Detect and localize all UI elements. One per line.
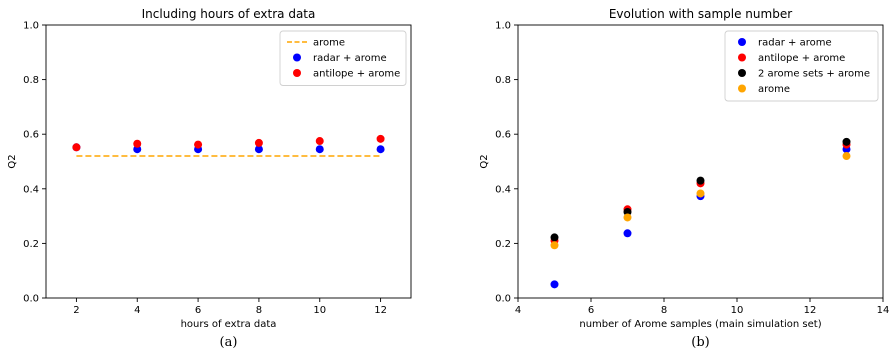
legend-label: arome	[758, 84, 790, 95]
x-tick-label: 12	[374, 305, 387, 316]
x-tick-label: 8	[661, 305, 667, 316]
data-point	[254, 145, 263, 154]
x-axis-label: hours of extra data	[181, 319, 277, 330]
legend-dot-swatch	[738, 38, 746, 46]
legend: radar + arome antilope + arome 2 arome set…	[724, 30, 879, 102]
y-tick-label: 1.0	[23, 21, 39, 32]
data-point	[623, 229, 632, 238]
legend-box	[724, 30, 879, 102]
y-tick-label: 0.0	[495, 294, 511, 305]
x-tick-label: 10	[731, 305, 744, 316]
legend-label: 2 arome sets + arome	[758, 69, 870, 80]
data-point	[842, 137, 851, 146]
data-point	[376, 134, 385, 143]
y-tick-label: 0.2	[495, 239, 511, 250]
figure-caption: (b)	[691, 335, 709, 350]
data-point	[315, 137, 324, 146]
data-point	[696, 189, 705, 198]
data-point	[550, 280, 559, 289]
data-point	[696, 176, 705, 185]
y-tick-label: 0.0	[23, 294, 39, 305]
chart-panel-b: Evolution with sample number 4 6 8 10 12 14 0.0…	[479, 7, 889, 350]
legend: arome radar + arome antilope + arome	[279, 30, 407, 86]
data-point	[842, 152, 851, 161]
data-point	[72, 143, 81, 152]
legend-label: radar + arome	[758, 38, 832, 49]
legend-label: radar + arome	[313, 53, 387, 64]
legend-dot-swatch	[293, 69, 301, 77]
chart-panel-a: Including hours of extra data 2 4 6 8 10 12 0.0…	[7, 7, 412, 350]
chart-title: Evolution with sample number	[609, 7, 792, 21]
data-point	[550, 233, 559, 242]
y-tick-label: 0.6	[495, 130, 511, 141]
y-tick-label: 0.6	[23, 130, 39, 141]
y-tick-label: 1.0	[495, 21, 511, 32]
figure-caption: (a)	[220, 335, 238, 350]
legend-box	[279, 30, 407, 86]
y-tick-label: 0.4	[23, 184, 39, 195]
data-point	[550, 241, 559, 250]
legend-label: arome	[313, 38, 345, 49]
y-tick-label: 0.2	[23, 239, 39, 250]
data-point	[376, 145, 385, 154]
legend-dot-swatch	[738, 84, 746, 93]
x-tick-label: 10	[313, 305, 326, 316]
plot-frame	[45, 24, 412, 299]
x-tick-label: 8	[256, 305, 262, 316]
data-point	[623, 213, 632, 222]
y-tick-label: 0.4	[495, 184, 511, 195]
legend-dot-swatch	[293, 53, 301, 62]
x-axis-label: number of Arome samples (main simulation…	[579, 319, 821, 330]
y-tick-label: 0.8	[23, 75, 39, 86]
data-point	[315, 145, 324, 154]
y-tick-label: 0.8	[495, 75, 511, 86]
x-tick-label: 2	[73, 305, 79, 316]
data-point	[194, 140, 203, 149]
x-tick-label: 4	[134, 305, 140, 316]
data-point	[133, 139, 142, 148]
x-tick-label: 4	[515, 305, 521, 316]
legend-dot-swatch	[738, 69, 746, 77]
x-tick-label: 6	[588, 305, 594, 316]
x-tick-label: 12	[804, 305, 817, 316]
x-tick-label: 6	[195, 305, 201, 316]
data-point	[254, 138, 263, 147]
legend-dot-swatch	[738, 53, 746, 62]
y-axis-label: Q2	[479, 154, 490, 168]
legend-label: antilope + arome	[313, 69, 400, 80]
legend-label: antilope + arome	[758, 53, 845, 64]
y-axis-label: Q2	[7, 154, 18, 168]
plot-frame	[517, 24, 884, 299]
chart-title: Including hours of extra data	[142, 7, 316, 21]
x-tick-label: 14	[877, 305, 890, 316]
